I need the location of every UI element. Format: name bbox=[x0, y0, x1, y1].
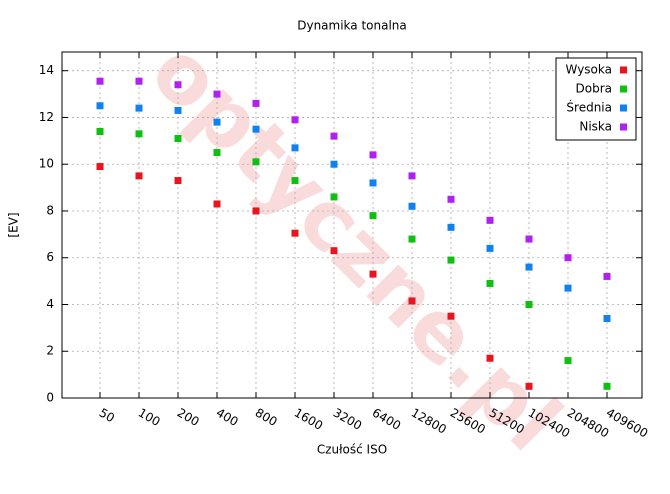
x-tick-label: 3200 bbox=[331, 406, 364, 433]
plot-frame bbox=[61, 51, 643, 399]
point bbox=[369, 179, 377, 187]
point bbox=[525, 382, 533, 390]
point bbox=[135, 77, 143, 85]
point bbox=[408, 172, 416, 180]
y-tick-label: 0 bbox=[46, 391, 54, 405]
chart-title: Dynamika tonalna bbox=[297, 19, 407, 33]
legend-label: Niska bbox=[579, 120, 612, 134]
point bbox=[603, 272, 611, 280]
point bbox=[96, 77, 104, 85]
point bbox=[564, 254, 572, 262]
y-tick-label: 6 bbox=[46, 250, 54, 264]
point bbox=[525, 300, 533, 308]
y-tick-label: 2 bbox=[46, 344, 54, 358]
x-tick-label: 12800 bbox=[409, 406, 449, 437]
point bbox=[213, 90, 221, 98]
point bbox=[447, 256, 455, 264]
y-tick-label: 4 bbox=[46, 297, 54, 311]
point bbox=[135, 130, 143, 138]
point bbox=[252, 125, 260, 133]
point bbox=[291, 116, 299, 124]
y-axis-label: [EV] bbox=[7, 212, 21, 237]
point bbox=[330, 132, 338, 140]
y-tick-label: 14 bbox=[39, 63, 54, 77]
point bbox=[369, 212, 377, 220]
x-tick-label: 204800 bbox=[565, 406, 612, 441]
point bbox=[96, 127, 104, 135]
point bbox=[135, 104, 143, 112]
point bbox=[330, 160, 338, 168]
point bbox=[486, 244, 494, 252]
point bbox=[213, 118, 221, 126]
point bbox=[174, 81, 182, 89]
point bbox=[486, 279, 494, 287]
point bbox=[291, 229, 299, 237]
point bbox=[96, 102, 104, 110]
point bbox=[447, 195, 455, 203]
y-tick-label: 8 bbox=[46, 203, 54, 217]
legend-label: Dobra bbox=[576, 82, 613, 96]
point bbox=[252, 207, 260, 215]
legend-label: Średnia bbox=[566, 100, 612, 115]
point bbox=[486, 354, 494, 362]
point bbox=[408, 202, 416, 210]
legend-marker bbox=[620, 85, 627, 93]
x-tick-label: 200 bbox=[175, 406, 202, 430]
point bbox=[330, 193, 338, 201]
y-tick-label: 10 bbox=[39, 157, 54, 171]
point bbox=[174, 135, 182, 142]
watermark: optyczne.pl bbox=[132, 23, 578, 469]
point bbox=[447, 312, 455, 320]
point bbox=[525, 263, 533, 271]
point bbox=[603, 315, 611, 323]
point bbox=[369, 151, 377, 159]
x-tick-label: 400 bbox=[214, 406, 241, 430]
legend-marker bbox=[620, 104, 627, 112]
point bbox=[603, 382, 611, 390]
point bbox=[564, 357, 572, 365]
legend-label: Wysoka bbox=[566, 63, 612, 77]
point bbox=[174, 177, 182, 185]
point bbox=[486, 216, 494, 224]
point bbox=[96, 163, 104, 171]
legend-marker bbox=[620, 123, 627, 131]
point bbox=[408, 235, 416, 243]
x-tick-label: 50 bbox=[97, 406, 117, 426]
point bbox=[291, 177, 299, 185]
x-tick-label: 800 bbox=[253, 406, 280, 430]
point bbox=[174, 106, 182, 114]
point bbox=[408, 297, 416, 305]
y-tick-label: 12 bbox=[39, 110, 54, 124]
point bbox=[564, 284, 572, 292]
point bbox=[447, 223, 455, 231]
legend-marker bbox=[620, 66, 627, 74]
point bbox=[525, 235, 533, 243]
x-tick-label: 1600 bbox=[292, 406, 325, 433]
point bbox=[291, 144, 299, 152]
point bbox=[213, 200, 221, 208]
point bbox=[369, 270, 377, 278]
point bbox=[330, 247, 338, 255]
point bbox=[135, 172, 143, 180]
point bbox=[213, 149, 221, 157]
x-axis-label: Czułość ISO bbox=[317, 443, 387, 457]
x-tick-label: 6400 bbox=[370, 406, 403, 433]
x-tick-label: 100 bbox=[136, 406, 163, 430]
point bbox=[252, 158, 260, 166]
x-tick-label: 409600 bbox=[604, 406, 651, 441]
point bbox=[252, 99, 260, 107]
